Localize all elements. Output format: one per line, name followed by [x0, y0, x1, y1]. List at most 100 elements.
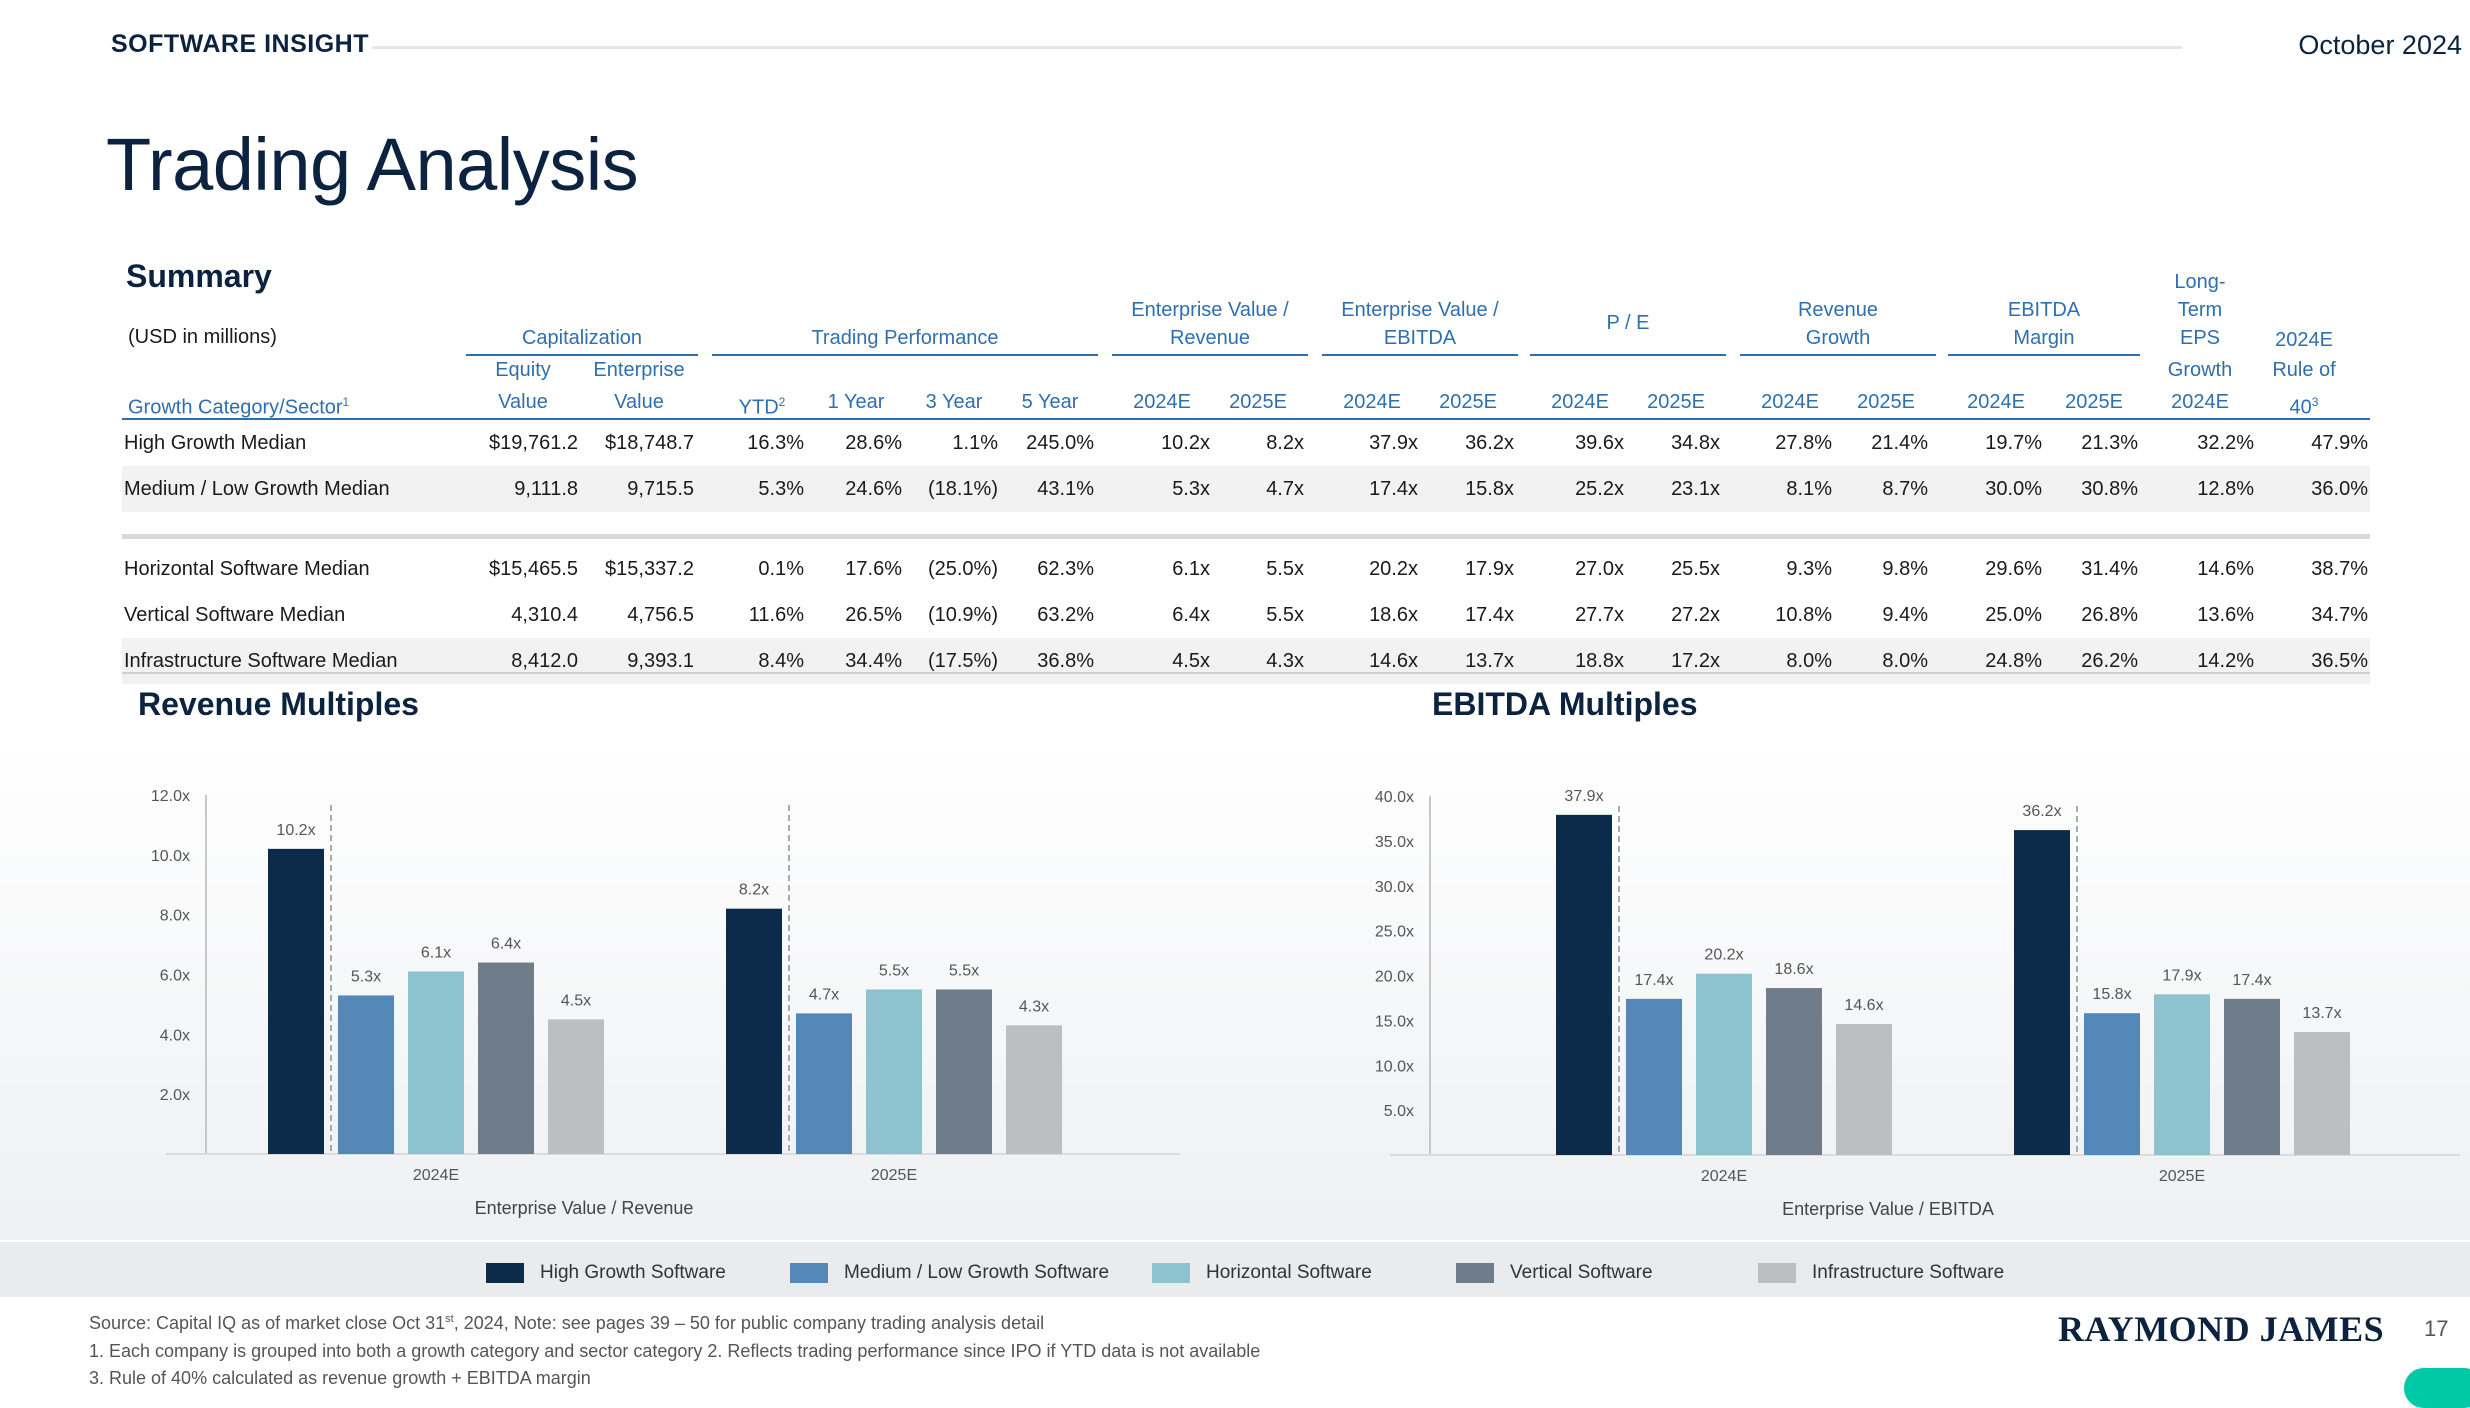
- table-cell: 14.6x: [1369, 650, 1418, 672]
- table-cell: 30.0%: [1985, 478, 2042, 500]
- group-rule: [466, 354, 698, 356]
- group-rule: [712, 354, 1098, 356]
- bar-value-label: 17.4x: [1634, 972, 1673, 989]
- col-ebitdamargin-2025: 2025E: [2065, 391, 2123, 413]
- table-cell: 18.6x: [1369, 604, 1418, 626]
- table-cell: 17.4x: [1369, 478, 1418, 500]
- table-cell: 9,111.8: [514, 478, 578, 500]
- bar-value-label: 17.4x: [2232, 972, 2271, 989]
- table-cell: 18.8x: [1575, 650, 1624, 672]
- table-cell: 30.8%: [2081, 478, 2138, 500]
- col-3year: 3 Year: [925, 391, 983, 413]
- table-cell: 8.1%: [1786, 478, 1832, 500]
- bar: [1556, 814, 1612, 1155]
- corner-accent: [2404, 1368, 2470, 1408]
- group-lt-eps-l1: Long-: [2174, 271, 2226, 293]
- group-lt-eps-l2: Term: [2177, 299, 2223, 321]
- row-label: Medium / Low Growth Median: [124, 478, 390, 500]
- row-label: Infrastructure Software Median: [124, 650, 398, 672]
- table-cell: 9.3%: [1786, 558, 1832, 580]
- table-bottom-rule: [122, 672, 2370, 674]
- y-tick-label: 10.0x: [1375, 1058, 1414, 1075]
- bar-value-label: 6.4x: [491, 936, 521, 953]
- legend-label: Vertical Software: [1510, 1262, 1653, 1283]
- group-lt-eps-l3: EPS: [2179, 327, 2221, 349]
- bar: [2294, 1032, 2350, 1155]
- table-cell: 13.6%: [2197, 604, 2254, 626]
- table-cell: 25.2x: [1575, 478, 1624, 500]
- group-rule: [1948, 354, 2140, 356]
- legend-swatch: [1758, 1263, 1796, 1283]
- table-cell: 8.2x: [1266, 432, 1304, 454]
- table-cell: 63.2%: [1037, 604, 1094, 626]
- table-cell: 17.9x: [1465, 558, 1514, 580]
- source-note: Source: Capital IQ as of market close Oc…: [89, 1313, 1045, 1333]
- group-rule: [1740, 354, 1936, 356]
- legend-item: Vertical Software: [1456, 1262, 1653, 1284]
- y-tick-label: 8.0x: [160, 908, 190, 925]
- table-cell: 27.2x: [1671, 604, 1720, 626]
- table-cell: 28.6%: [845, 432, 902, 454]
- bar-value-label: 14.6x: [1844, 997, 1883, 1014]
- col-ebitdamargin-2024: 2024E: [1967, 391, 2025, 413]
- col-enterprise-l1: Enterprise: [593, 359, 685, 381]
- group-revenue-growth-l2: Growth: [1805, 327, 1871, 349]
- bar-value-label: 18.6x: [1774, 961, 1813, 978]
- table-cell: 27.7x: [1575, 604, 1624, 626]
- table-cell: 39.6x: [1575, 432, 1624, 454]
- legend-swatch: [1152, 1263, 1190, 1283]
- table-cell: (10.9%): [927, 604, 998, 626]
- table-cell: 5.3%: [758, 478, 804, 500]
- y-tick-label: 10.0x: [151, 848, 190, 865]
- col-equity-l2: Value: [498, 391, 548, 413]
- table-cell: (25.0%): [927, 558, 998, 580]
- table-cell: 24.6%: [845, 478, 902, 500]
- bar: [478, 962, 534, 1154]
- table-cell: 19.7%: [1985, 432, 2042, 454]
- table-cell: 8.0%: [1882, 650, 1928, 672]
- bar-value-label: 4.7x: [809, 986, 839, 1003]
- table-cell: 4,310.4: [511, 604, 578, 626]
- bar-value-label: 13.7x: [2302, 1005, 2341, 1022]
- table-cell: 34.8x: [1671, 432, 1720, 454]
- x-category-label: 2024E: [1701, 1168, 1747, 1185]
- bar: [1766, 988, 1822, 1155]
- ebitda-chart-title: EBITDA Multiples: [1432, 686, 1698, 722]
- col-equity-l1: Equity: [495, 359, 551, 381]
- table-cell: 8.0%: [1786, 650, 1832, 672]
- table-cell: $19,761.2: [489, 432, 578, 454]
- section-label: SOFTWARE INSIGHT: [111, 30, 369, 58]
- table-cell: 245.0%: [1026, 432, 1094, 454]
- group-ev-revenue-l1: Enterprise Value /: [1131, 299, 1289, 321]
- table-row: Horizontal Software Median $15,465.5 $15,3…: [122, 546, 2370, 592]
- group-rule: [1322, 354, 1518, 356]
- col-ytd: YTD2: [738, 395, 786, 419]
- table-cell: 10.2x: [1161, 432, 1210, 454]
- footnote-3: 3. Rule of 40% calculated as revenue gro…: [89, 1368, 591, 1388]
- table-cell: 37.9x: [1369, 432, 1418, 454]
- col-pe-2025: 2025E: [1647, 391, 1705, 413]
- bar-value-label: 10.2x: [276, 822, 315, 839]
- table-cell: 26.2%: [2081, 650, 2138, 672]
- col-revgrowth-2024: 2024E: [1761, 391, 1819, 413]
- y-tick-label: 40.0x: [1375, 789, 1414, 806]
- table-cell: 6.1x: [1172, 558, 1210, 580]
- table-cell: 27.8%: [1775, 432, 1832, 454]
- legend-label: Infrastructure Software: [1812, 1262, 2005, 1283]
- table-cell: 34.7%: [2311, 604, 2368, 626]
- legend-item: Medium / Low Growth Software: [790, 1262, 1109, 1284]
- col-5year: 5 Year: [1021, 391, 1079, 413]
- table-cell: 34.4%: [845, 650, 902, 672]
- bar-value-label: 17.9x: [2162, 967, 2201, 984]
- table-row: Vertical Software Median 4,310.4 4,756.5 11…: [122, 592, 2370, 638]
- y-tick-label: 12.0x: [151, 788, 190, 805]
- legend-swatch: [790, 1263, 828, 1283]
- group-ebitda-margin-l1: EBITDA: [2007, 299, 2081, 321]
- table-cell: 26.5%: [845, 604, 902, 626]
- col-evrev-2024: 2024E: [1133, 391, 1191, 413]
- y-tick-label: 4.0x: [160, 1027, 190, 1044]
- legend-label: Medium / Low Growth Software: [844, 1262, 1110, 1283]
- table-cell: 36.2x: [1465, 432, 1514, 454]
- y-tick-label: 20.0x: [1375, 969, 1414, 986]
- table-cell: 47.9%: [2311, 432, 2368, 454]
